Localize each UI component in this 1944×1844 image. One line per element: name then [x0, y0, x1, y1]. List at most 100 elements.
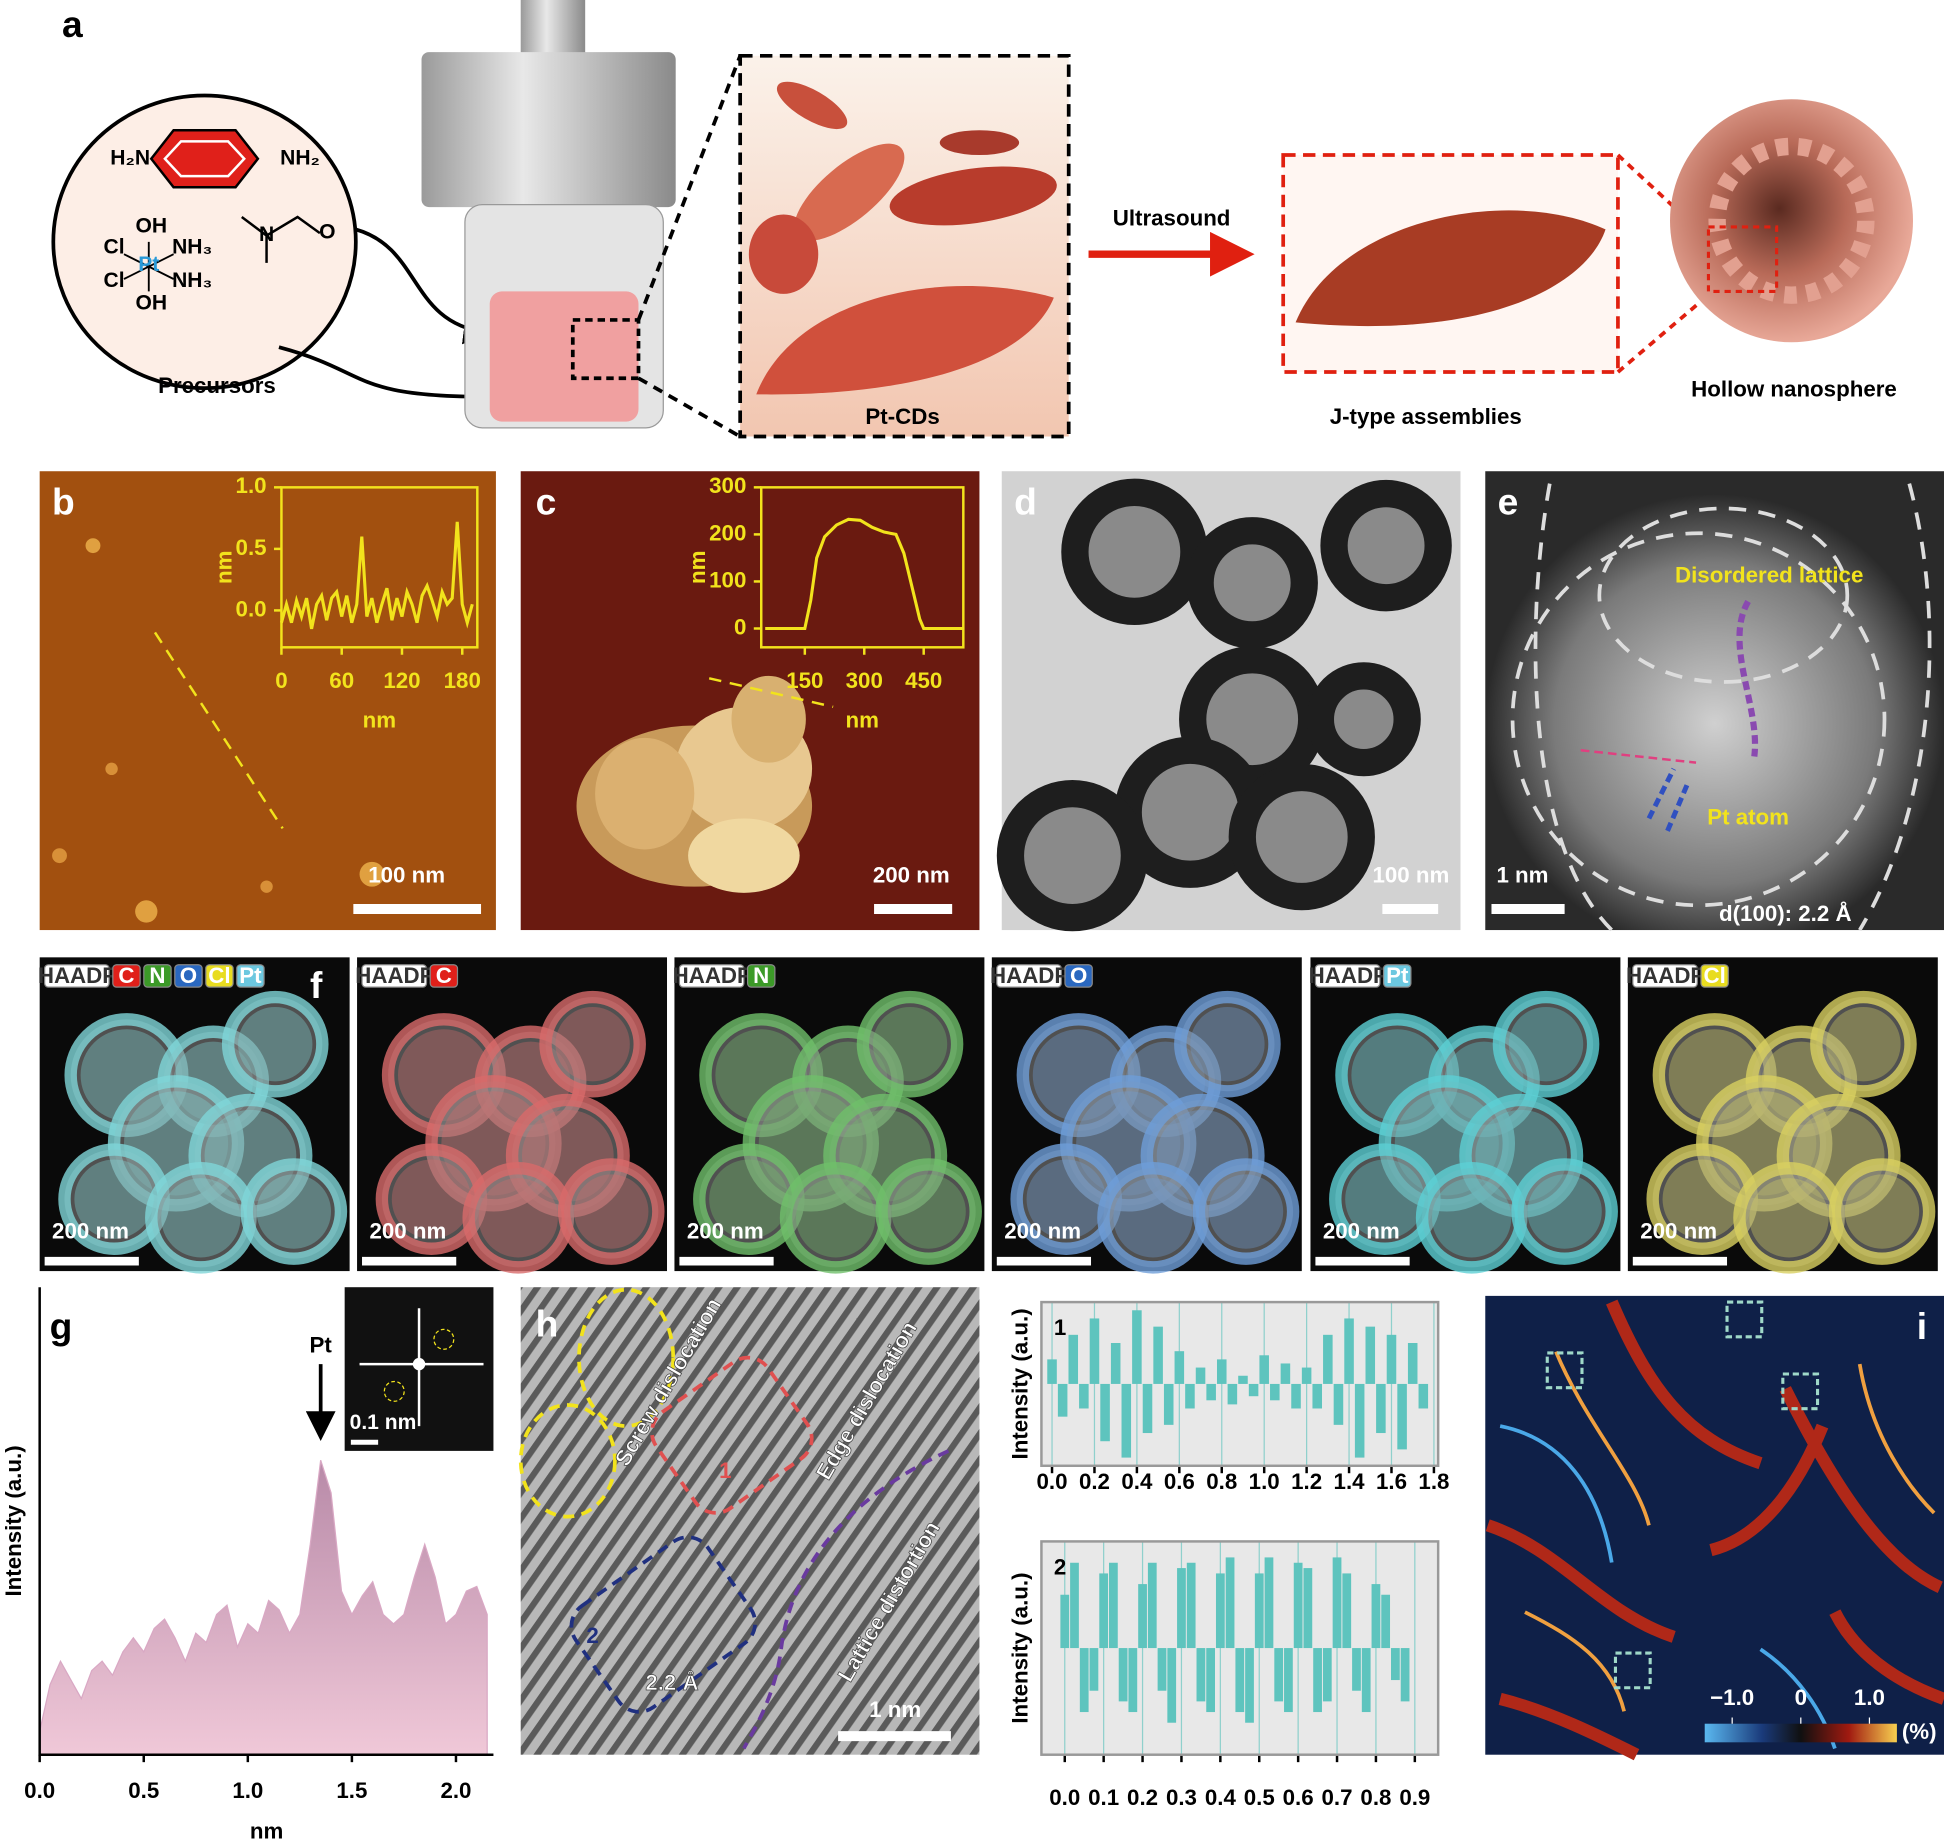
carbon-dot: [776, 81, 848, 130]
bar: [1280, 1363, 1291, 1384]
x-tick-label: 1.5: [336, 1778, 367, 1803]
x-tick-label: 1.0: [1854, 1685, 1885, 1710]
panel-label: d: [1014, 481, 1037, 523]
bar: [1225, 1557, 1235, 1649]
bar: [1089, 1648, 1099, 1691]
afm-image: [520, 471, 980, 931]
panel-label: c: [536, 481, 557, 523]
chem-label: OH: [135, 214, 167, 237]
x-tick-label: 1.2: [1291, 1469, 1322, 1494]
x-tick-label: 0.2: [1079, 1469, 1110, 1494]
x-tick-label: 0.0: [24, 1778, 55, 1803]
x-tick-label: 0.0: [1037, 1469, 1068, 1494]
element-tag: [143, 964, 172, 988]
carbon-dot: [889, 166, 1057, 226]
eds-core: [1345, 1159, 1425, 1239]
haadf-image: [1485, 471, 1944, 932]
x-tick-label: 0.4: [1205, 1785, 1237, 1810]
eds-core: [1508, 1006, 1584, 1082]
eds-core: [872, 1006, 948, 1082]
annotation: Pt: [310, 1333, 333, 1358]
bar: [1068, 1334, 1079, 1384]
x-tick-label: 0.6: [1164, 1469, 1195, 1494]
element-tag: [44, 964, 110, 988]
eds-core: [74, 1159, 154, 1239]
eds-particle: [856, 990, 964, 1098]
tem-image: [996, 471, 1461, 932]
chem-label: Cl: [104, 269, 125, 292]
bar: [1227, 1383, 1238, 1405]
bar: [1047, 1359, 1057, 1384]
bar: [1323, 1334, 1333, 1384]
element-tag-label: N: [753, 963, 769, 988]
eds-core: [555, 1006, 630, 1082]
hrtem-image: [518, 1287, 980, 1755]
element-tag-label: C: [436, 963, 452, 988]
annotation: Disordered lattice: [1675, 563, 1863, 588]
bar: [1400, 1648, 1410, 1702]
eds-particle: [875, 1158, 982, 1265]
bar: [1344, 1318, 1354, 1384]
y-tick-label: 1.0: [236, 473, 267, 498]
reactor-knob: [520, 0, 586, 56]
element-tag-label: HAADF: [1626, 963, 1704, 988]
bar: [1177, 1568, 1186, 1649]
bar: [1089, 1318, 1100, 1384]
x-tick-label: 0.8: [1206, 1469, 1237, 1494]
eds-particle: [557, 1158, 665, 1265]
x-tick-label: 0.3: [1166, 1785, 1197, 1810]
element-tag: [678, 964, 745, 988]
eds-core: [391, 1159, 472, 1239]
x-axis-title: nm: [846, 708, 879, 733]
eds-core: [1844, 1174, 1920, 1249]
scheme-label: J-type assemblies: [1330, 404, 1522, 429]
x-tick-label: 0: [275, 668, 287, 693]
eds-core: [1190, 1006, 1265, 1082]
pt-bonds: [123, 241, 174, 292]
annotation: d(100): 2.2 Å: [1719, 900, 1852, 926]
bar: [1235, 1648, 1245, 1713]
element-tag: [1314, 964, 1381, 988]
hollow-sphere: [1670, 99, 1914, 343]
sphere-petals: [1708, 137, 1875, 304]
scheme: [51, 0, 1914, 439]
x-tick-label: 0.0: [1049, 1785, 1080, 1810]
y-tick-label: 0: [734, 614, 746, 639]
y-tick-label: 0.0: [236, 596, 267, 621]
scale-bar-label: 200 nm: [1323, 1219, 1400, 1244]
panel-label: a: [62, 3, 83, 45]
y-tick-label: 100: [709, 567, 746, 592]
bar: [1248, 1383, 1259, 1397]
panel-label: f: [310, 964, 323, 1006]
element-tag-label: Cl: [208, 963, 230, 988]
x-tick-label: 180: [444, 668, 481, 693]
bar: [1147, 1562, 1157, 1649]
bar: [1185, 1383, 1195, 1409]
x-tick-label: 0.5: [1244, 1785, 1275, 1810]
element-tag: [1064, 964, 1093, 988]
annotation: 1: [719, 1458, 731, 1483]
bar: [1110, 1343, 1121, 1384]
element-tag: [1382, 964, 1412, 988]
bar: [1070, 1562, 1079, 1649]
eds-core: [238, 1006, 313, 1082]
scale-bar-label: 1 nm: [1496, 863, 1548, 888]
eds-particle: [1810, 990, 1917, 1098]
element-tag: [205, 964, 234, 988]
axes: [38, 1287, 494, 1756]
x-tick-label: 150: [786, 668, 823, 693]
eds-core: [574, 1174, 649, 1249]
bar: [1215, 1573, 1225, 1649]
element-tag-label: HAADF: [990, 963, 1068, 988]
x-tick-label: 0.7: [1322, 1785, 1353, 1810]
scheme-label: Pt-CDs: [865, 404, 939, 429]
bar: [1391, 1648, 1400, 1681]
eds-particle: [1828, 1158, 1936, 1265]
bar: [1099, 1573, 1109, 1649]
reactor-cap: [421, 52, 676, 208]
bar: [1079, 1383, 1089, 1409]
eds-core: [1431, 1178, 1512, 1258]
element-tag-label: Cl: [1703, 963, 1725, 988]
bar: [1303, 1568, 1313, 1649]
